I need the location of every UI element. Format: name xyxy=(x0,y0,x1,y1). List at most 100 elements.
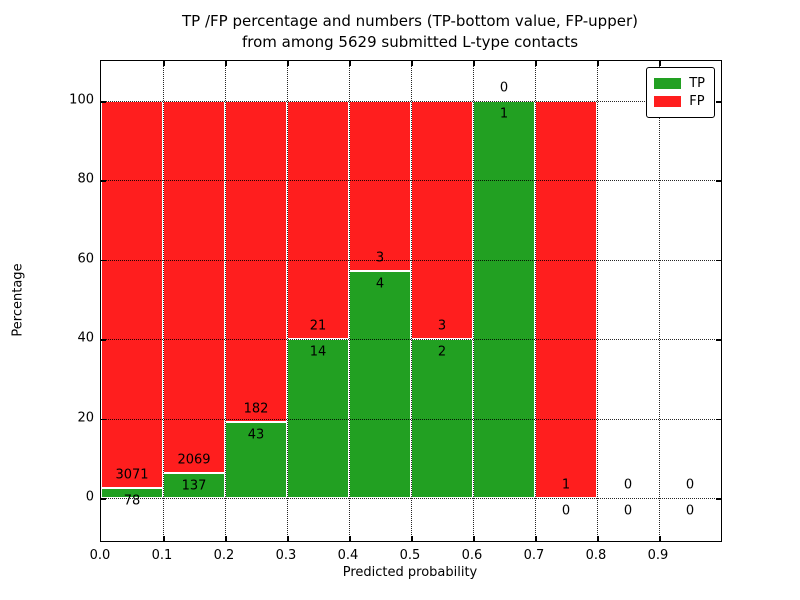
y-tick-mark xyxy=(716,101,721,103)
x-tick-label: 0.2 xyxy=(213,548,235,563)
v-gridline xyxy=(535,61,536,541)
y-tick-mark xyxy=(716,180,721,182)
legend: TP FP xyxy=(646,67,715,118)
x-tick-mark xyxy=(473,61,475,66)
tp-count-label: 14 xyxy=(309,344,327,360)
fp-count-label: 0 xyxy=(685,477,695,493)
x-tick-label: 0.7 xyxy=(523,548,545,563)
x-tick-mark xyxy=(349,61,351,66)
fp-count-label: 0 xyxy=(623,477,633,493)
y-tick-mark xyxy=(716,259,721,262)
fp-count-label: 21 xyxy=(309,318,327,334)
y-tick-mark xyxy=(101,418,106,421)
y-tick-label: 60 xyxy=(77,251,94,267)
tp-bar xyxy=(411,339,473,498)
fp-bar xyxy=(535,101,597,498)
tp-count-label: 0 xyxy=(561,503,571,519)
fp-count-label: 3 xyxy=(437,318,447,334)
y-tick-mark xyxy=(101,180,106,182)
x-tick-mark xyxy=(473,536,475,541)
legend-swatch-fp-icon xyxy=(654,96,682,107)
chart-title-line2: from among 5629 submitted L-type contact… xyxy=(241,33,579,51)
x-tick-mark xyxy=(659,536,661,541)
legend-swatch-tp-icon xyxy=(654,78,682,89)
fp-bar xyxy=(349,101,411,272)
x-tick-mark xyxy=(163,536,165,541)
x-tick-mark xyxy=(597,536,599,541)
y-tick-label: 100 xyxy=(69,92,94,108)
tp-count-label: 0 xyxy=(685,503,695,519)
y-tick-mark xyxy=(716,339,721,341)
fp-count-label: 182 xyxy=(243,401,269,417)
fp-bar xyxy=(287,101,349,340)
x-tick-mark xyxy=(411,61,413,66)
fp-count-label: 3071 xyxy=(115,467,149,483)
x-tick-mark xyxy=(659,61,661,66)
legend-item-fp: FP xyxy=(654,94,705,109)
y-tick-mark xyxy=(101,101,106,103)
x-tick-label: 0.8 xyxy=(585,548,607,563)
x-tick-label: 0.3 xyxy=(275,548,297,563)
v-gridline xyxy=(597,61,598,541)
x-tick-mark xyxy=(349,536,351,541)
y-tick-label: 20 xyxy=(77,410,94,426)
y-tick-mark xyxy=(716,418,721,421)
y-tick-mark xyxy=(101,339,106,341)
tp-count-label: 0 xyxy=(623,503,633,519)
x-tick-label: 0.9 xyxy=(647,548,669,563)
fp-bar xyxy=(101,101,163,489)
y-tick-label: 0 xyxy=(85,489,94,505)
v-gridline xyxy=(349,61,350,541)
x-tick-mark xyxy=(535,536,537,541)
x-tick-label: 0.5 xyxy=(399,548,421,563)
y-tick-mark xyxy=(101,259,106,262)
x-tick-mark xyxy=(225,61,227,66)
legend-item-tp: TP xyxy=(654,76,705,91)
chart-title-line1: TP /FP percentage and numbers (TP-bottom… xyxy=(182,12,638,30)
tp-count-label: 1 xyxy=(499,106,509,122)
x-tick-mark xyxy=(287,536,289,541)
x-tick-mark xyxy=(163,61,165,66)
v-gridline xyxy=(659,61,660,541)
legend-label-tp: TP xyxy=(689,76,705,91)
v-gridline xyxy=(225,61,226,541)
fp-bar xyxy=(163,101,225,474)
y-axis-label: Percentage xyxy=(10,263,26,337)
fp-count-label: 1 xyxy=(561,477,571,493)
v-gridline xyxy=(163,61,164,541)
tp-count-label: 137 xyxy=(181,478,207,494)
fp-count-label: 3 xyxy=(375,250,385,266)
tp-count-label: 2 xyxy=(437,344,447,360)
legend-label-fp: FP xyxy=(689,94,705,109)
fp-count-label: 0 xyxy=(499,80,509,96)
tp-bar xyxy=(163,473,225,498)
fp-bar xyxy=(411,101,473,340)
fp-bar xyxy=(225,101,287,423)
x-tick-mark xyxy=(287,61,289,66)
tp-bar xyxy=(101,488,163,498)
x-tick-label: 0.4 xyxy=(337,548,359,563)
x-tick-mark xyxy=(597,61,599,66)
x-tick-label: 0.6 xyxy=(461,548,483,563)
x-tick-mark xyxy=(225,536,227,541)
v-gridline xyxy=(287,61,288,541)
x-axis-label: Predicted probability xyxy=(342,565,478,580)
tp-count-label: 4 xyxy=(375,276,385,292)
y-tick-mark xyxy=(716,498,721,500)
plot-area: TP FP 3071 78 2069 137 182 43 21 14 3 4 3 2 0 1 1 0 0 0 0 0 xyxy=(100,60,722,542)
tp-count-label: 78 xyxy=(123,493,141,509)
y-tick-mark xyxy=(101,498,106,500)
y-tick-label: 80 xyxy=(77,171,94,187)
x-tick-label: 0.1 xyxy=(151,548,173,563)
fp-count-label: 2069 xyxy=(177,452,211,468)
y-tick-label: 40 xyxy=(77,330,94,346)
x-tick-mark xyxy=(411,536,413,541)
tp-bar xyxy=(349,271,411,498)
x-tick-label: 0.0 xyxy=(89,548,111,563)
tp-bar xyxy=(473,101,535,498)
x-tick-mark xyxy=(535,61,537,66)
v-gridline xyxy=(411,61,412,541)
v-gridline xyxy=(473,61,474,541)
tp-count-label: 43 xyxy=(247,427,265,443)
